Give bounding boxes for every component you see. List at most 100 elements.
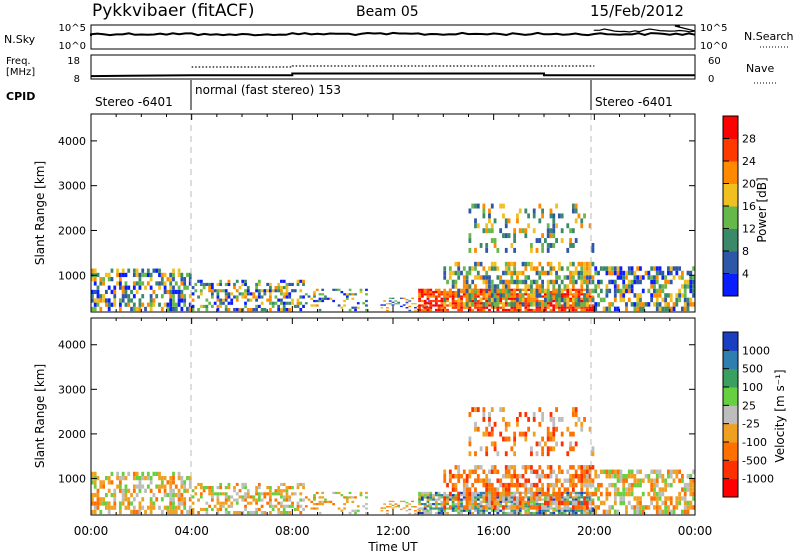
power-cell-717 xyxy=(496,293,500,296)
power-cell-1164 xyxy=(530,293,533,298)
velocity-cell-1025 xyxy=(462,487,466,492)
power-cell-337 xyxy=(277,286,281,290)
power-cell-1442 xyxy=(608,306,612,312)
power-cell-123 xyxy=(155,268,159,273)
velocity-cell-254 xyxy=(227,495,231,499)
velocity-cell-1102 xyxy=(499,478,503,483)
power-cell-1580 xyxy=(669,266,673,271)
power-cell-445 xyxy=(383,300,387,302)
velocity-cell-361 xyxy=(288,504,292,508)
velocity-cell-1458 xyxy=(613,474,617,479)
velocity-cell-147 xyxy=(169,492,173,498)
velocity-cell-312 xyxy=(263,510,267,515)
power-cell-1318 xyxy=(485,243,489,248)
velocity-cell-297 xyxy=(255,501,258,505)
power-cell-1454 xyxy=(613,293,617,298)
nsky-frame xyxy=(90,24,696,50)
power-cell-1091 xyxy=(493,266,497,271)
power-cell-1014 xyxy=(457,302,461,307)
velocity-cell-1018 xyxy=(457,478,461,483)
velocity-cell-1563 xyxy=(664,505,668,510)
velocity-cell-1206 xyxy=(549,496,553,501)
velocity-cell-1517 xyxy=(641,509,645,515)
power-cell-605 xyxy=(460,302,463,305)
velocity-cell-420 xyxy=(345,500,349,503)
power-cell-269 xyxy=(238,307,242,312)
velocity-cell-388 xyxy=(310,507,314,510)
power-cell-493 xyxy=(418,297,421,300)
power-cell-1158 xyxy=(524,261,528,267)
velocity-cell-362 xyxy=(288,498,292,502)
power-cell-1593 xyxy=(678,275,682,280)
power-cell-1399 xyxy=(566,223,570,229)
velocity-cell-1081 xyxy=(490,491,494,497)
power-cell-407 xyxy=(324,295,327,298)
velocity-cell-577 xyxy=(448,496,452,499)
velocity-cell-873 xyxy=(552,500,556,503)
velocity-cell-1343 xyxy=(507,421,511,427)
power-cell-1572 xyxy=(667,279,670,285)
power-cell-583 xyxy=(451,297,455,300)
velocity-cell-56 xyxy=(118,484,122,489)
time-tick-label-6: 00:00 xyxy=(678,524,713,538)
power-cell-873 xyxy=(552,297,556,300)
velocity-cell-1134 xyxy=(513,469,517,474)
power-cell-386 xyxy=(304,293,308,296)
power-cell-54 xyxy=(118,298,122,303)
velocity-cell-1160 xyxy=(527,487,531,492)
velocity-cell-1154 xyxy=(524,487,528,492)
power-cell-653 xyxy=(476,304,480,307)
power-cell-1206 xyxy=(549,293,553,298)
power-cell-1490 xyxy=(627,266,631,271)
power-cell-1474 xyxy=(622,288,626,294)
power-cell-1152 xyxy=(521,261,525,267)
power-cell-529 xyxy=(429,288,433,291)
power-colorbar-label: Power [dB] xyxy=(755,177,769,242)
power-cell-1187 xyxy=(538,261,542,267)
velocity-cell-1445 xyxy=(608,482,612,488)
velocity-cell-444 xyxy=(383,507,387,509)
velocity-cell-670 xyxy=(482,509,486,512)
power-cell-431 xyxy=(354,293,357,296)
velocity-cell-744 xyxy=(507,500,511,503)
velocity-cell-1434 xyxy=(602,500,606,506)
velocity-cell-318 xyxy=(269,510,272,515)
power-cell-992 xyxy=(591,295,595,298)
velocity-cell-647 xyxy=(474,498,477,501)
velocity-cell-607 xyxy=(460,500,463,503)
power-cell-280 xyxy=(244,292,247,296)
velocity-cell-772 xyxy=(516,498,519,501)
power-cell-546 xyxy=(437,299,441,303)
power-cell-796 xyxy=(524,293,528,296)
velocity-cell-66 xyxy=(124,497,128,502)
power-cell-39 xyxy=(107,272,111,278)
velocity-cell-241 xyxy=(222,504,225,508)
power-cell-1133 xyxy=(513,270,517,276)
power-cell-595 xyxy=(457,306,461,309)
velocity-cell-1414 xyxy=(583,416,586,422)
power-cell-776 xyxy=(518,306,522,309)
power-cell-1070 xyxy=(485,279,489,285)
power-cell-775 xyxy=(518,308,522,312)
velocity-cell-1002 xyxy=(448,491,452,497)
power-cell-778 xyxy=(518,302,522,305)
velocity-cell-1223 xyxy=(557,500,561,506)
velocity-cell-1239 xyxy=(566,500,570,506)
power-cell-1364 xyxy=(535,247,539,253)
power-cell-886 xyxy=(557,306,561,309)
velocity-cell-431 xyxy=(354,496,357,499)
velocity-cell-371 xyxy=(296,507,300,511)
velocity-cell-978 xyxy=(585,496,589,499)
velocity-cell-1012 xyxy=(454,474,458,479)
power-cell-1183 xyxy=(538,293,542,298)
velocity-cell-985 xyxy=(588,496,592,499)
cpid-label: CPID xyxy=(6,90,35,103)
power-cell-111 xyxy=(149,302,153,307)
power-cell-1180 xyxy=(535,270,539,276)
velocity-cell-1138 xyxy=(516,487,519,492)
power-cell-343 xyxy=(280,289,283,293)
velocity-cell-446 xyxy=(386,512,389,515)
power-cell-27 xyxy=(102,294,105,299)
power-cell-440 xyxy=(365,293,368,296)
power-cell-90 xyxy=(135,268,139,273)
